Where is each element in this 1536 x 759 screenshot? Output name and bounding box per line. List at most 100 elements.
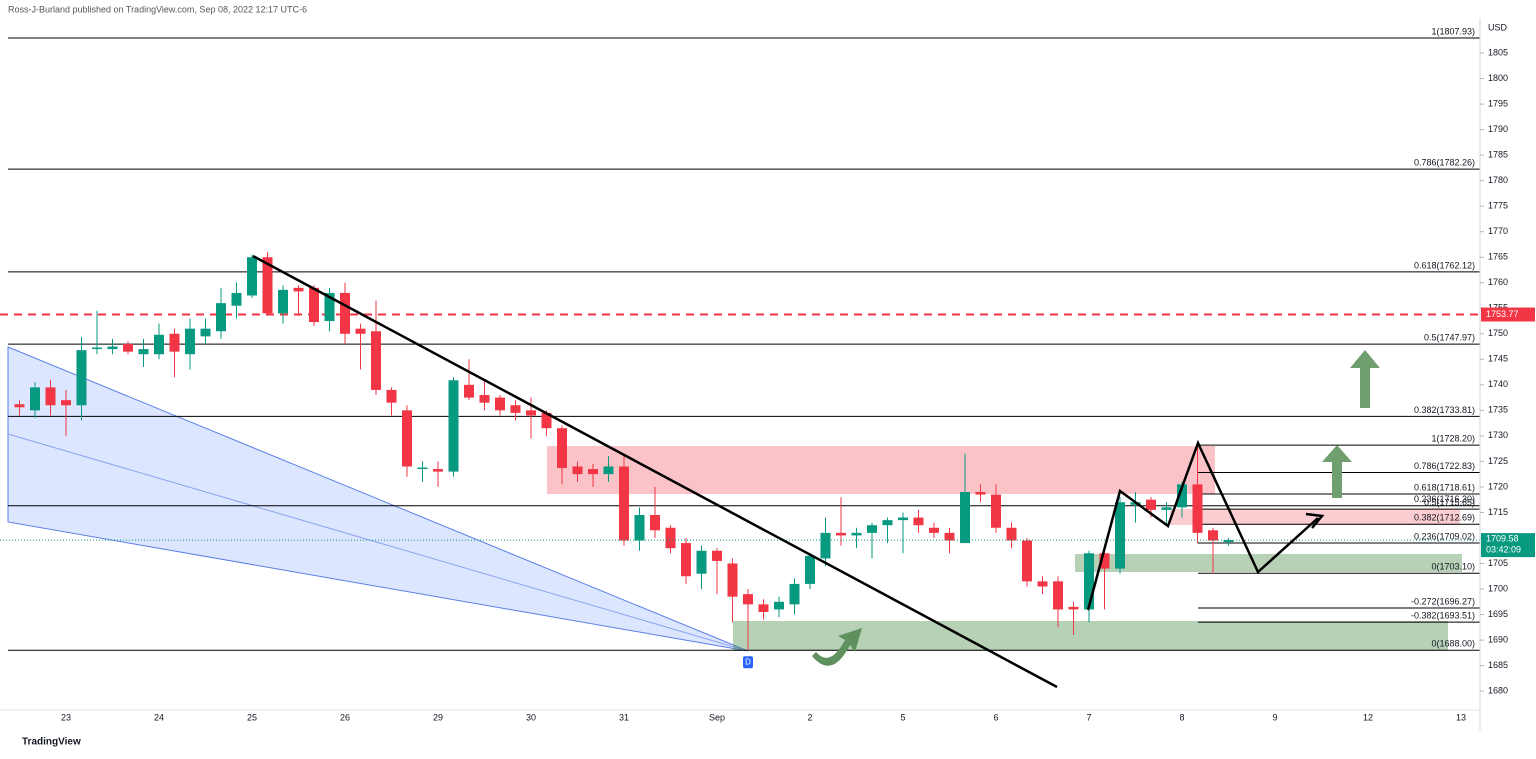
y-tick-label: 1760 — [1488, 277, 1508, 287]
candle-body — [1161, 507, 1172, 510]
x-tick-label: 23 — [61, 712, 71, 722]
x-tick-label: 9 — [1272, 712, 1277, 722]
candle-body — [200, 328, 211, 337]
fib-label: 0.618(1718.61) — [1414, 482, 1475, 492]
y-tick-label: 1700 — [1488, 583, 1508, 593]
fib-label: 0.236(1716.30) — [1414, 494, 1475, 504]
candle-body — [1115, 502, 1125, 569]
last-price-tag — [1481, 533, 1535, 558]
y-tick-label: 1725 — [1488, 456, 1508, 466]
y-tick-label: 1785 — [1488, 149, 1508, 159]
candle-body — [495, 397, 505, 411]
candle-body — [836, 532, 846, 536]
candle-body — [185, 328, 195, 355]
candle-body — [123, 343, 133, 352]
fib-label: 0(1688.00) — [1431, 639, 1475, 649]
y-tick-label: 1680 — [1488, 685, 1508, 695]
candle-body — [92, 347, 102, 350]
y-tick-label: 1685 — [1488, 660, 1508, 670]
curved-arrow — [812, 628, 862, 666]
candle-body — [1084, 553, 1094, 610]
candle-body — [1099, 553, 1110, 569]
candle-body — [76, 350, 87, 406]
candle-body — [727, 563, 738, 597]
candle-body — [650, 514, 660, 531]
candle-body — [433, 469, 443, 472]
fib-label: 0.618(1762.12) — [1414, 260, 1475, 270]
candle-body — [774, 601, 784, 610]
y-tick-label: 1715 — [1488, 507, 1508, 517]
candle-body — [138, 349, 149, 355]
up-arrow — [1322, 445, 1352, 498]
last-price-label: 1709.58 — [1486, 533, 1519, 543]
fib-label: 0.382(1712.69) — [1414, 513, 1475, 523]
x-tick-label: 24 — [154, 712, 164, 722]
candle-body — [572, 466, 583, 475]
candle-body — [262, 257, 273, 314]
resistance-zone — [1170, 509, 1460, 525]
candle-body — [107, 346, 118, 350]
candle-body — [278, 289, 288, 314]
candle-body — [975, 492, 986, 495]
candle-body — [14, 404, 25, 408]
candle-body — [1022, 540, 1032, 582]
candle-body — [1053, 581, 1063, 610]
candle-body — [216, 303, 226, 332]
candle-body — [882, 520, 893, 526]
event-marker-label: D — [745, 657, 751, 666]
candle-body — [634, 514, 645, 541]
candle-body — [541, 412, 552, 429]
fan-line — [7, 433, 749, 652]
header: Ross-J-Burland published on TradingView.… — [8, 4, 307, 14]
candle-body — [603, 466, 614, 475]
candle-body — [340, 292, 350, 334]
y-tick-label: 1695 — [1488, 609, 1508, 619]
y-tick-label: 1775 — [1488, 201, 1508, 211]
candle-body — [293, 287, 304, 292]
candle-body — [696, 550, 707, 574]
candle-body — [681, 543, 691, 577]
candle-body — [1146, 499, 1156, 510]
x-tick-label: 6 — [993, 712, 998, 722]
candle-body — [464, 384, 474, 398]
y-tick-label: 1740 — [1488, 379, 1508, 389]
x-tick-label: 12 — [1363, 712, 1373, 722]
candle-body — [588, 469, 598, 475]
countdown-label: 03:42:09 — [1486, 544, 1521, 554]
y-tick-label: 1765 — [1488, 252, 1508, 262]
candle-body — [154, 334, 164, 355]
y-tick-label: 1770 — [1488, 226, 1508, 236]
fib-label: 0.5(1715.65) — [1424, 498, 1475, 508]
candle-body — [1192, 484, 1203, 533]
event-marker — [743, 656, 753, 669]
x-tick-label: 30 — [526, 712, 536, 722]
candle-body — [1006, 527, 1017, 541]
fib-label: 0.5(1747.97) — [1424, 333, 1475, 343]
candle-body — [1037, 581, 1048, 587]
fib-label: 0.236(1709.02) — [1414, 531, 1475, 541]
candle-body — [231, 292, 242, 306]
y-tick-label: 1790 — [1488, 124, 1508, 134]
candle-body — [867, 525, 877, 533]
candle-body — [913, 517, 924, 526]
trend-line — [252, 254, 1058, 689]
plot-area: 1(1807.93) 0.786(1782.26) 0.618(1762.12) 0.… — [0, 26, 1480, 669]
candle-body — [371, 331, 381, 390]
y-tick-label: 1795 — [1488, 98, 1508, 108]
y-tick-label: 1735 — [1488, 405, 1508, 415]
candle-body — [665, 527, 676, 549]
y-tick-label: 1805 — [1488, 47, 1508, 57]
y-tick-label: 1800 — [1488, 73, 1508, 83]
candle-body — [851, 532, 862, 536]
candle-body — [712, 550, 722, 561]
candle-body — [61, 400, 71, 406]
candle-body — [324, 292, 335, 322]
candle-body — [1223, 540, 1234, 543]
resistance-zone — [547, 446, 1215, 494]
candle-body — [898, 517, 908, 521]
candle-body — [417, 467, 428, 470]
x-tick-label: Sep — [709, 712, 725, 722]
y-tick-label: 1690 — [1488, 634, 1508, 644]
candle-body — [1068, 606, 1079, 610]
